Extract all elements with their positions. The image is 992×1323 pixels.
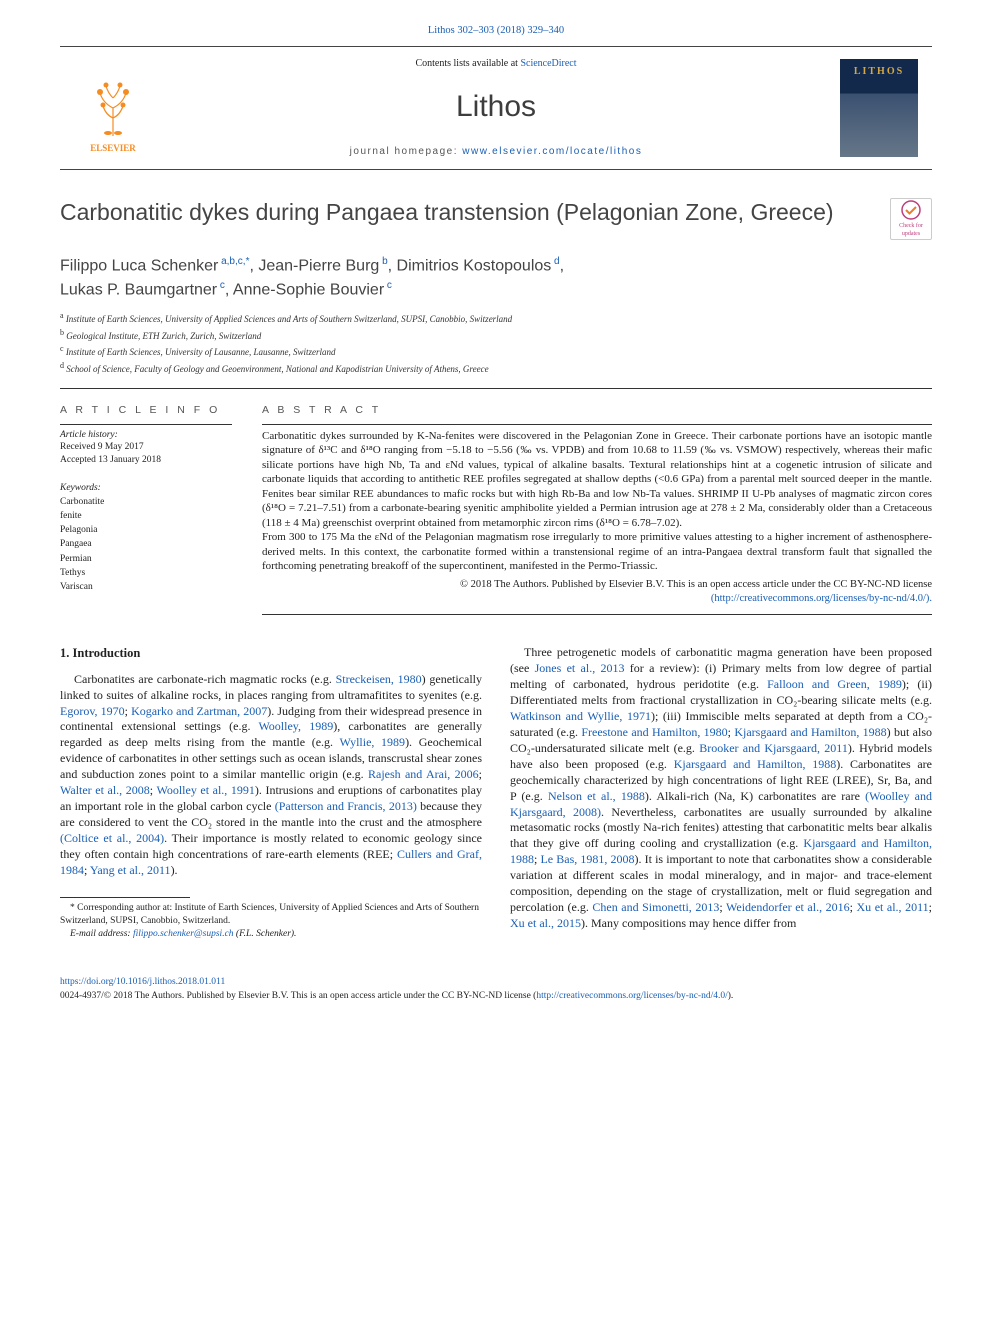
copyright-text: © 2018 The Authors. Published by Elsevie… — [460, 579, 932, 590]
footer-license-link[interactable]: http://creativecommons.org/licenses/by-n… — [536, 991, 727, 1001]
check-updates-line1: Check for — [899, 222, 923, 230]
citation-link[interactable]: Watkinson and Wyllie, 1971 — [510, 709, 651, 723]
citation-link[interactable]: Woolley et al., 1991 — [156, 783, 254, 797]
running-head-citation: Lithos 302–303 (2018) 329–340 — [60, 24, 932, 38]
citation-link[interactable]: Egorov, 1970 — [60, 704, 125, 718]
authors: Filippo Luca Schenker a,b,c,*, Jean-Pier… — [60, 254, 932, 303]
author-4-aff: c — [217, 280, 225, 291]
affiliation-c: Institute of Earth Sciences, University … — [66, 347, 336, 357]
journal-name: Lithos — [170, 87, 822, 128]
keyword: Carbonatite — [60, 495, 232, 509]
citation-link[interactable]: Woolley, 1989 — [258, 719, 333, 733]
citation-link[interactable]: Le Bas, 1981, 2008 — [540, 852, 634, 866]
author-3: , Dimitrios Kostopoulos — [388, 257, 552, 274]
email-link[interactable]: filippo.schenker@supsi.ch — [133, 929, 234, 939]
corresponding-author-note: * Corresponding author at: Institute of … — [60, 902, 482, 928]
citation-link[interactable]: Xu et al., 2011 — [856, 900, 928, 914]
header-middle: Contents lists available at ScienceDirec… — [170, 57, 822, 159]
citation-link[interactable]: Wyllie, 1989 — [339, 735, 405, 749]
author-2: , Jean-Pierre Burg — [249, 257, 379, 274]
sciencedirect-link[interactable]: ScienceDirect — [520, 58, 576, 69]
elsevier-logo: ELSEVIER — [74, 62, 152, 154]
citation-link[interactable]: (Patterson and Francis, 2013) — [275, 799, 417, 813]
citation-link[interactable]: Weidendorfer et al., 2016 — [726, 900, 850, 914]
article-info-column: A R T I C L E I N F O Article history: R… — [60, 403, 232, 619]
contents-label: Contents lists available at — [415, 58, 520, 69]
journal-header-band: ELSEVIER Contents lists available at Sci… — [60, 46, 932, 170]
author-5-aff: c — [384, 280, 392, 291]
affiliation-a: Institute of Earth Sciences, University … — [66, 314, 512, 324]
homepage-url[interactable]: www.elsevier.com/locate/lithos — [462, 146, 642, 157]
intro-para-1: Carbonatites are carbonate-rich magmatic… — [60, 672, 482, 879]
citation-link[interactable]: Kjarsgaard and Hamilton, 1988 — [734, 725, 886, 739]
author-2-aff: b — [379, 256, 387, 267]
citation-link[interactable]: Xu et al., 2015 — [510, 916, 581, 930]
citation-link[interactable]: Falloon and Green, 1989 — [767, 677, 902, 691]
footnotes: * Corresponding author at: Institute of … — [60, 902, 482, 940]
author-sep: , — [560, 257, 564, 274]
citation-link[interactable]: Kogarko and Zartman, 2007 — [131, 704, 267, 718]
email-tail: (F.L. Schenker). — [234, 929, 297, 939]
citation-link[interactable]: Rajesh and Arai, 2006 — [368, 767, 479, 781]
body-columns: 1. Introduction Carbonatites are carbona… — [60, 645, 932, 940]
email-label: E-mail address: — [70, 929, 133, 939]
citation-link[interactable]: Kjarsgaard and Hamilton, 1988 — [674, 757, 837, 771]
elsevier-wordmark: ELSEVIER — [90, 142, 136, 154]
contents-line: Contents lists available at ScienceDirec… — [170, 57, 822, 71]
received-date: Received 9 May 2017 — [60, 441, 232, 454]
citation-link[interactable]: Yang et al., 2011 — [90, 863, 171, 877]
doi-link[interactable]: https://doi.org/10.1016/j.lithos.2018.01… — [60, 977, 225, 987]
citation-link[interactable]: Brooker and Kjarsgaard, 2011 — [699, 741, 848, 755]
abstract-para-2: From 300 to 175 Ma the εNd of the Pelago… — [262, 530, 932, 574]
section-rule — [60, 388, 932, 389]
author-3-aff: d — [551, 256, 559, 267]
elsevier-tree-icon — [88, 78, 138, 138]
page-footer: https://doi.org/10.1016/j.lithos.2018.01… — [60, 976, 932, 1003]
citation-link[interactable]: Streckeisen, 1980 — [336, 672, 422, 686]
citation-link[interactable]: Chen and Simonetti, 2013 — [592, 900, 719, 914]
author-1: Filippo Luca Schenker — [60, 257, 218, 274]
citation-link[interactable]: Walter et al., 2008 — [60, 783, 150, 797]
keywords-list: Carbonatite fenite Pelagonia Pangaea Per… — [60, 495, 232, 595]
keyword: Pelagonia — [60, 523, 232, 537]
section-heading-1: 1. Introduction — [60, 645, 482, 662]
author-4: Lukas P. Baumgartner — [60, 281, 217, 298]
affiliations: a Institute of Earth Sciences, Universit… — [60, 310, 932, 376]
citation-link[interactable]: Jones et al., 2013 — [535, 661, 625, 675]
citation-link[interactable]: (Coltice et al., 2004) — [60, 831, 164, 845]
keyword: Permian — [60, 552, 232, 566]
check-updates-line2: updates — [902, 230, 920, 238]
abstract-copyright: © 2018 The Authors. Published by Elsevie… — [262, 578, 932, 606]
author-5: , Anne-Sophie Bouvier — [225, 281, 384, 298]
footnote-rule — [60, 897, 190, 898]
article-title: Carbonatitic dykes during Pangaea transt… — [60, 198, 834, 227]
keyword: fenite — [60, 509, 232, 523]
citation-link[interactable]: Freestone and Hamilton, 1980 — [581, 725, 727, 739]
keyword: Pangaea — [60, 537, 232, 551]
journal-cover-thumbnail: LITHOS — [840, 59, 918, 157]
license-link[interactable]: (http://creativecommons.org/licenses/by-… — [711, 593, 932, 604]
homepage-label: journal homepage: — [350, 146, 463, 157]
citation-link[interactable]: Nelson et al., 1988 — [548, 789, 645, 803]
keyword: Tethys — [60, 566, 232, 580]
accepted-date: Accepted 13 January 2018 — [60, 454, 232, 467]
crossmark-icon — [901, 200, 921, 220]
footer-tail: ). — [728, 991, 734, 1001]
history-label: Article history: — [60, 429, 232, 442]
abstract-para-1: Carbonatitic dykes surrounded by K-Na-fe… — [262, 429, 932, 531]
affiliation-d: School of Science, Faculty of Geology an… — [66, 364, 488, 374]
author-1-aff: a,b,c, — [218, 256, 245, 267]
cover-text: LITHOS — [854, 65, 904, 79]
abstract-column: A B S T R A C T Carbonatitic dykes surro… — [262, 403, 932, 619]
issn-copyright: 0024-4937/© 2018 The Authors. Published … — [60, 991, 536, 1001]
crossmark-check-updates[interactable]: Check for updates — [890, 198, 932, 240]
article-info-label: A R T I C L E I N F O — [60, 403, 232, 417]
keywords-label: Keywords: — [60, 482, 232, 495]
intro-para-2: Three petrogenetic models of carbonatiti… — [510, 645, 932, 932]
affiliation-b: Geological Institute, ETH Zurich, Zurich… — [66, 331, 261, 341]
journal-homepage: journal homepage: www.elsevier.com/locat… — [170, 145, 822, 159]
abstract-label: A B S T R A C T — [262, 403, 932, 417]
keyword: Variscan — [60, 580, 232, 594]
